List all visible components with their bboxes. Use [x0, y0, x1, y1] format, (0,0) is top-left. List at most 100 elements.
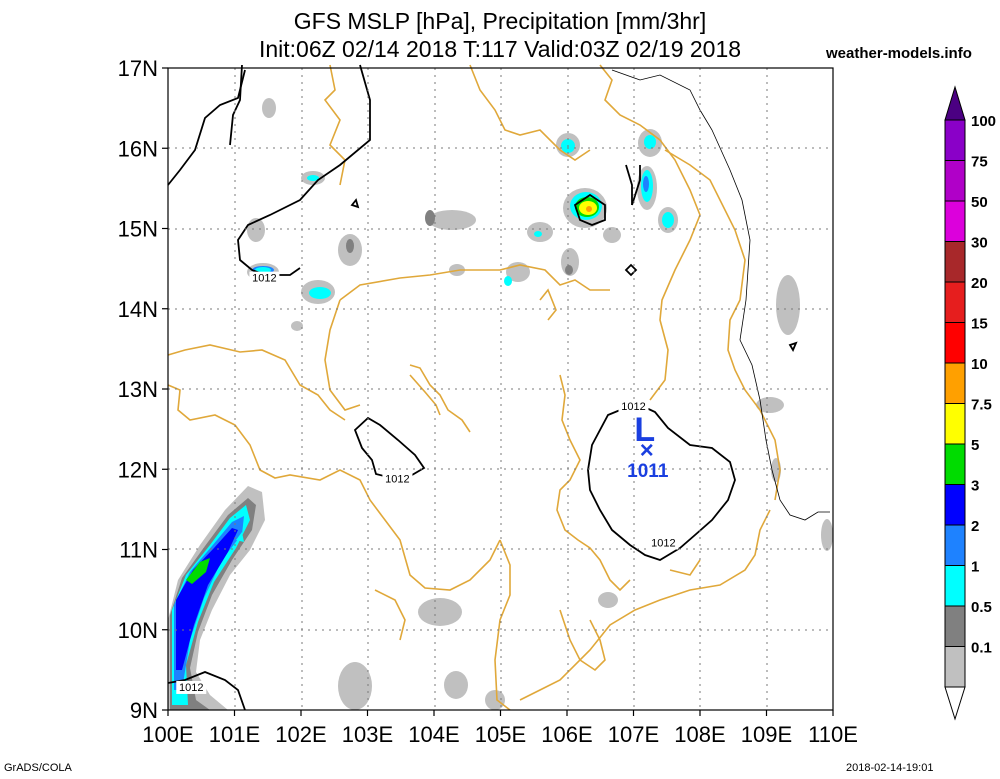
lat-tick-label: 11N: [119, 538, 158, 563]
colorbar-label: 10: [971, 356, 988, 373]
precip-cell-gray: [262, 98, 276, 118]
colorbar-top-arrow: [944, 85, 966, 121]
precip-cell-blue: [643, 176, 649, 192]
precip-cell-cyan: [644, 135, 656, 149]
lon-tick-label: 103E: [342, 722, 393, 747]
footer-timestamp: 2018-02-14-19:01: [846, 762, 934, 774]
lon-tick-label: 106E: [541, 722, 592, 747]
colorbar-swatch: [944, 524, 966, 566]
footer-software: GrADS/COLA: [4, 762, 72, 774]
lon-tick-label: 104E: [408, 722, 459, 747]
axis-ticks: 100E 101E 102E 103E 104E 105E 106E 107E 108E 109E…: [118, 56, 858, 747]
precip-colorbar: 100 75 50 30 20 15 10 7.5 5 3 2 1 0.5 0.1: [944, 85, 996, 721]
colorbar-label: 3: [971, 478, 979, 495]
lat-tick-label: 10N: [118, 618, 158, 643]
colorbar-label: 75: [971, 154, 988, 171]
isobar-labels: 1012 1012 1012 1012 1012: [176, 271, 679, 694]
isobar-label-bg: [648, 536, 679, 550]
lon-tick-label: 110E: [808, 722, 858, 747]
precip-cell-gray: [418, 598, 462, 626]
low-center-marker: ×: [640, 437, 654, 464]
precip-cyan: [172, 505, 250, 705]
colorbar-label: 7.5: [971, 397, 992, 414]
precip-cell-gray: [776, 275, 800, 335]
colorbar-label: 0.1: [971, 640, 992, 657]
lat-tick-label: 16N: [118, 136, 158, 161]
lon-tick-label: 100E: [142, 722, 193, 747]
colorbar-swatch: [944, 484, 966, 526]
colorbar-label: 0.5: [971, 599, 992, 616]
colorbar-swatch: [944, 119, 966, 161]
colorbar-swatch: [944, 241, 966, 283]
lat-tick-label: 15N: [118, 217, 158, 242]
isobar-label-bg: [618, 400, 649, 414]
precip-blue: [176, 528, 238, 670]
boundary-line: [611, 69, 830, 521]
precip-cell-dark: [425, 210, 435, 226]
precip-cell-gray: [756, 397, 784, 413]
precip-cell-cyan: [504, 276, 512, 286]
lon-tick-label: 109E: [741, 722, 792, 747]
colorbar-swatch: [944, 200, 966, 242]
isobars: [167, 64, 798, 711]
graticule: [168, 68, 833, 710]
precip-cell-cyan: [307, 175, 319, 181]
precip-cell-gray: [444, 671, 468, 699]
precip-cell-dark: [346, 239, 354, 253]
precip-cell-gray: [485, 690, 505, 710]
lon-tick-label: 105E: [475, 722, 526, 747]
colorbar-swatch: [944, 362, 966, 404]
precip-cell-cyan: [534, 231, 542, 237]
precip-green: [186, 558, 210, 584]
precip-cyan-small: [236, 532, 244, 542]
colorbar-label: 50: [971, 194, 988, 211]
colorbar-bottom-arrow: [944, 686, 966, 721]
isobar-label-bg: [176, 680, 207, 694]
lon-tick-label: 108E: [674, 722, 725, 747]
precip-cell-cyan: [662, 212, 674, 228]
lat-tick-label: 12N: [118, 457, 158, 482]
colorbar-label: 2: [971, 518, 979, 535]
precip-cell-dark: [565, 265, 573, 275]
isobar-label: 1012: [621, 401, 645, 413]
isobar-label: 1012: [179, 682, 203, 694]
lon-tick-label: 107E: [608, 722, 659, 747]
isobar-label-bg: [249, 271, 280, 285]
low-symbol: L: [634, 411, 655, 449]
colorbar-swatch: [944, 565, 966, 607]
colorbar-swatch: [944, 160, 966, 202]
precip-cell-gray: [603, 227, 621, 243]
lat-tick-label: 14N: [118, 297, 158, 322]
colorbar-label: 5: [971, 437, 979, 454]
isobar-label: 1012: [385, 473, 409, 485]
colorbar-swatch: [944, 403, 966, 445]
precip-cell-gray: [291, 321, 303, 331]
low-pressure-center: L × 1011: [627, 411, 669, 482]
precip-cell-orange: [586, 206, 592, 212]
colorbar-label: 1: [971, 559, 979, 576]
colorbar-label: 100: [971, 113, 996, 130]
isobar-label: 1012: [651, 537, 675, 549]
colorbar-swatch: [944, 646, 966, 688]
colorbar-swatch: [944, 605, 966, 647]
lon-tick-label: 102E: [275, 722, 326, 747]
isobar-label: 1012: [252, 273, 276, 285]
precip-cell-cyan: [309, 287, 331, 299]
colorbar-swatch: [944, 281, 966, 323]
isobar-label-bg: [382, 472, 413, 486]
precip-cell-cyan: [255, 267, 271, 273]
coastlines-borders: [167, 64, 781, 711]
low-pressure-value: 1011: [627, 461, 669, 482]
precip-cell-gray: [821, 519, 833, 551]
lat-tick-label: 17N: [118, 56, 158, 81]
colorbar-swatch: [944, 443, 966, 485]
colorbar-label: 15: [971, 316, 988, 333]
map-title-line2: Init:06Z 02/14 2018 T:117 Valid:03Z 02/1…: [258, 36, 742, 62]
colorbar-label: 30: [971, 235, 988, 252]
colorbar-swatch: [944, 322, 966, 364]
lat-tick-label: 13N: [118, 377, 158, 402]
precip-cell-gray: [428, 210, 476, 230]
precip-cell-gray: [598, 592, 618, 608]
map-title-line1: GFS MSLP [hPa], Precipitation [mm/3hr]: [293, 8, 707, 34]
